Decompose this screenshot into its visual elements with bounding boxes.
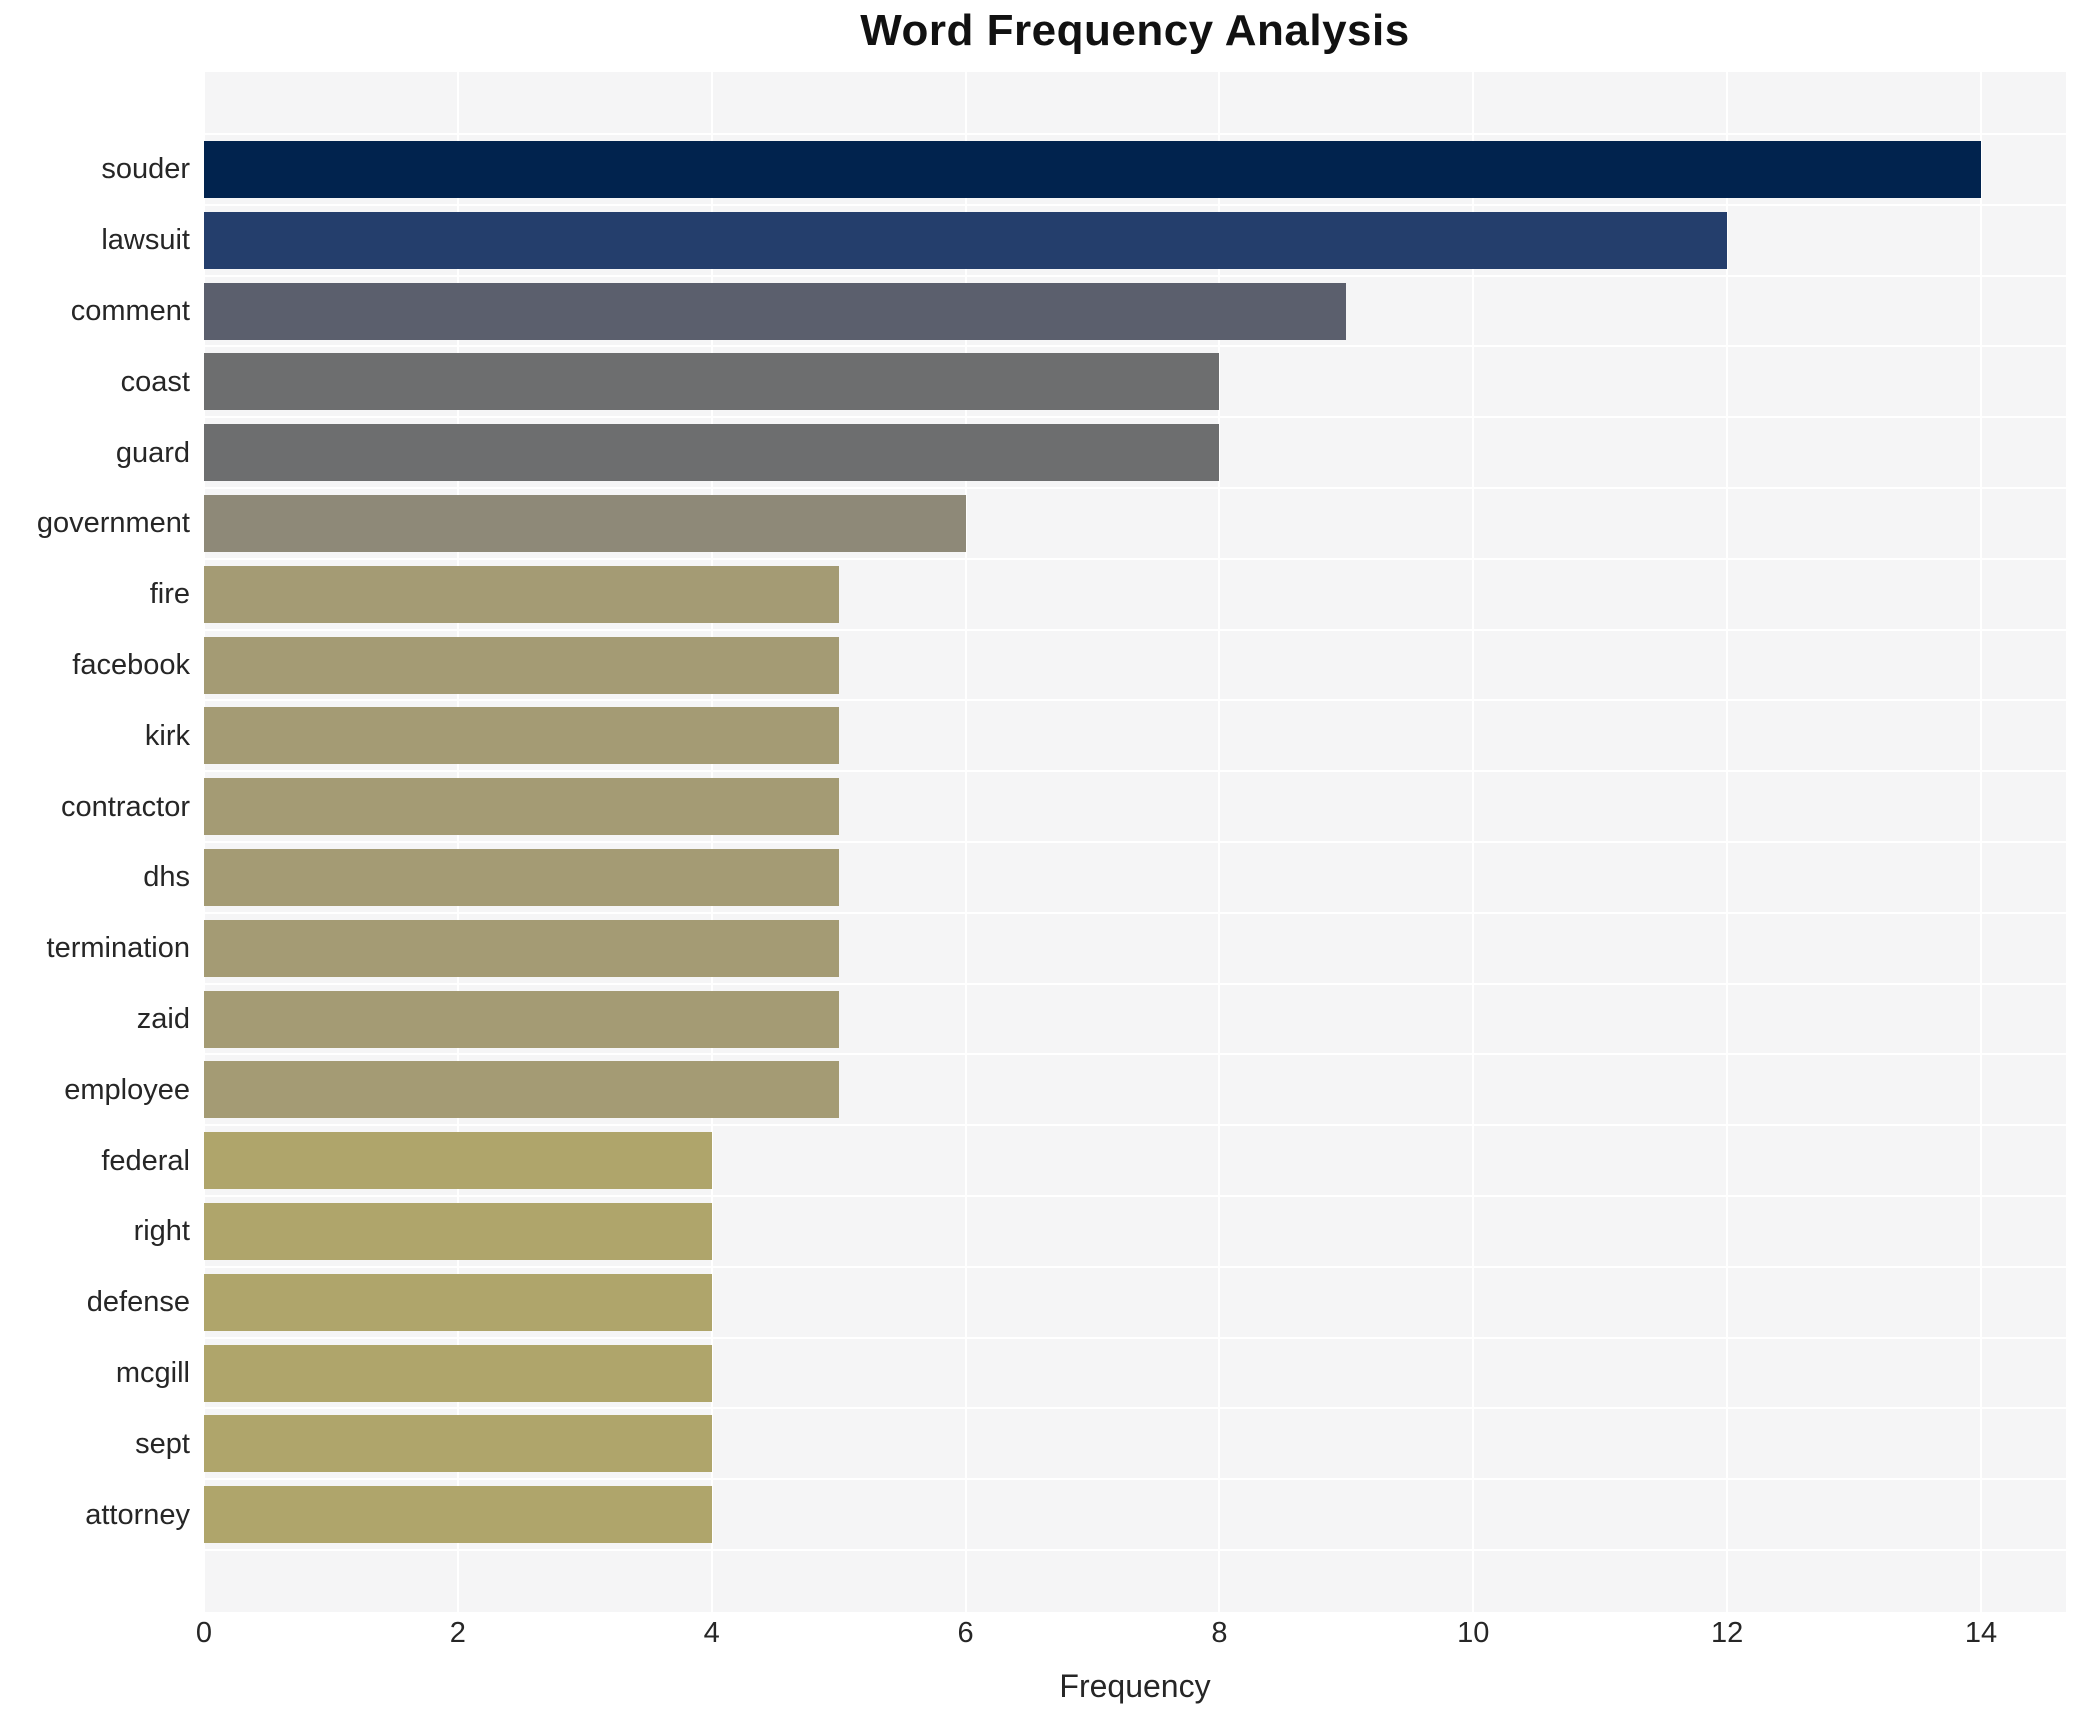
y-label-fire: fire <box>149 578 190 611</box>
bar-sept <box>204 1415 712 1473</box>
gridline-y-8 <box>204 699 2066 702</box>
y-label-souder: souder <box>101 153 190 186</box>
x-tick-8: 8 <box>1211 1617 1228 1649</box>
y-label-right: right <box>133 1215 190 1248</box>
plot-area <box>203 72 2066 1612</box>
gridline-y-10 <box>204 841 2066 843</box>
gridline-y-17 <box>204 1336 2066 1339</box>
y-label-kirk: kirk <box>144 719 190 752</box>
gridline-y-16 <box>204 1265 2066 1268</box>
gridline-y-0 <box>204 133 2066 135</box>
y-label-facebook: facebook <box>72 649 190 681</box>
gridline-y-1 <box>204 203 2066 206</box>
bar-termination <box>204 919 839 977</box>
gridline-y-19 <box>204 1478 2066 1481</box>
x-tick-0: 0 <box>195 1617 213 1649</box>
y-label-sept: sept <box>135 1427 190 1460</box>
gridline-y-18 <box>204 1407 2066 1410</box>
y-label-zaid: zaid <box>136 1003 190 1035</box>
x-tick-4: 4 <box>703 1617 720 1649</box>
gridline-y-15 <box>204 1195 2066 1197</box>
y-label-coast: coast <box>120 365 190 398</box>
gridline-y-5 <box>204 487 2066 489</box>
bar-lawsuit <box>204 211 1728 269</box>
bar-zaid <box>204 990 839 1048</box>
y-label-attorney: attorney <box>85 1498 190 1531</box>
y-label-defense: defense <box>86 1286 190 1319</box>
bar-dhs <box>204 848 839 906</box>
y-label-guard: guard <box>115 436 190 469</box>
gridline-y-11 <box>204 911 2066 914</box>
gridline-y-13 <box>204 1053 2066 1056</box>
y-label-employee: employee <box>64 1073 190 1106</box>
bar-coast <box>204 353 1220 411</box>
bar-guard <box>204 424 1220 482</box>
y-label-contractor: contractor <box>61 790 190 823</box>
bar-mcgill <box>204 1344 712 1402</box>
x-axis-label: Frequency <box>1059 1668 1211 1704</box>
bar-contractor <box>204 778 839 836</box>
x-tick-6: 6 <box>957 1617 974 1649</box>
gridline-y-2 <box>204 274 2066 277</box>
gridline-y-7 <box>204 628 2066 631</box>
bar-fire <box>204 565 839 623</box>
bar-federal <box>204 1132 712 1190</box>
y-label-federal: federal <box>101 1144 190 1177</box>
x-tick-14: 14 <box>1964 1617 1998 1649</box>
y-label-comment: comment <box>70 295 190 327</box>
bar-facebook <box>204 636 839 694</box>
bar-government <box>204 494 966 552</box>
bar-kirk <box>204 707 839 765</box>
gridline-y-20 <box>204 1549 2066 1551</box>
gridline-y-3 <box>204 345 2066 348</box>
y-label-lawsuit: lawsuit <box>101 224 190 257</box>
y-label-mcgill: mcgill <box>115 1357 190 1389</box>
bar-souder <box>204 140 1981 198</box>
gridline-y-9 <box>204 770 2066 773</box>
gridline-y-6 <box>204 557 2066 560</box>
x-tick-2: 2 <box>449 1617 466 1649</box>
bar-attorney <box>204 1486 712 1544</box>
x-tick-10: 10 <box>1457 1617 1490 1649</box>
bar-defense <box>204 1273 712 1331</box>
y-label-dhs: dhs <box>143 861 190 894</box>
gridline-y-4 <box>204 416 2066 419</box>
y-label-termination: termination <box>46 932 190 965</box>
gridline-y-12 <box>204 982 2066 985</box>
y-label-government: government <box>36 507 190 540</box>
bar-comment <box>204 282 1347 340</box>
bar-right <box>204 1202 712 1260</box>
chart-title: Word Frequency Analysis <box>860 6 1410 55</box>
bar-employee <box>204 1061 839 1119</box>
gridline-y-14 <box>204 1124 2066 1127</box>
x-tick-12: 12 <box>1710 1617 1744 1649</box>
